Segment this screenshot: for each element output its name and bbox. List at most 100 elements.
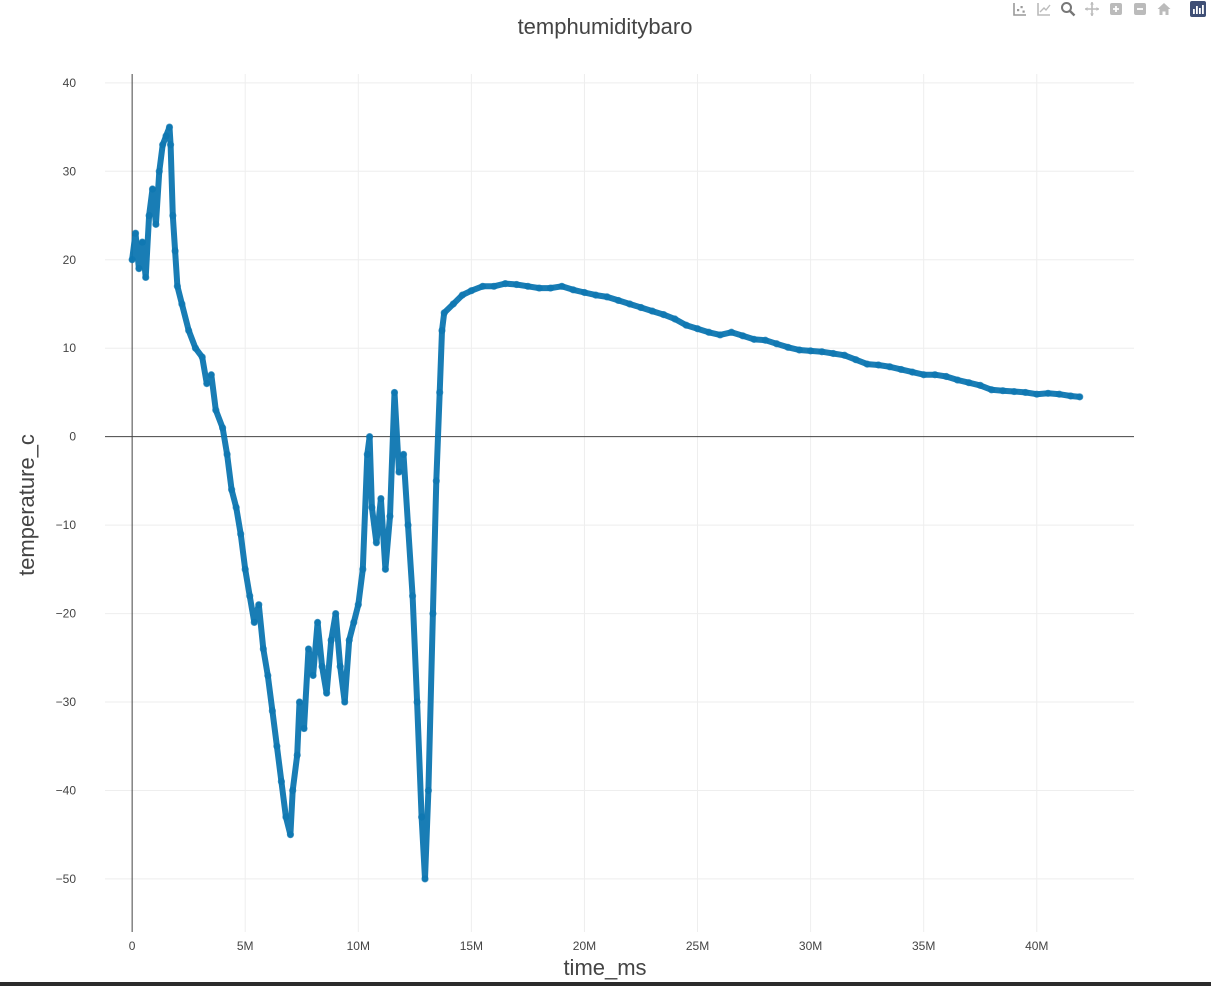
data-point[interactable] <box>404 521 412 529</box>
data-point[interactable] <box>429 609 437 618</box>
data-point[interactable] <box>219 424 227 432</box>
data-point[interactable] <box>372 539 380 547</box>
data-point[interactable] <box>773 340 781 348</box>
data-point[interactable] <box>1044 389 1052 397</box>
data-point[interactable] <box>931 371 939 379</box>
data-point[interactable] <box>327 636 335 644</box>
data-point[interactable] <box>874 361 883 369</box>
data-point[interactable] <box>750 335 758 343</box>
data-series[interactable] <box>128 123 1084 883</box>
data-point[interactable] <box>350 618 358 627</box>
data-point[interactable] <box>277 778 285 786</box>
data-point[interactable] <box>191 344 200 352</box>
data-point[interactable] <box>479 282 487 290</box>
data-point[interactable] <box>282 813 290 821</box>
data-point[interactable] <box>363 450 371 458</box>
data-point[interactable] <box>648 307 656 315</box>
data-point[interactable] <box>705 328 713 336</box>
data-point[interactable] <box>807 347 815 355</box>
data-point[interactable] <box>131 229 140 237</box>
data-point[interactable] <box>295 698 304 706</box>
data-point[interactable] <box>259 645 267 653</box>
data-point[interactable] <box>513 280 521 289</box>
data-point[interactable] <box>999 387 1007 395</box>
pan-icon[interactable] <box>1083 0 1101 18</box>
data-point[interactable] <box>626 300 634 308</box>
data-point[interactable] <box>293 751 301 759</box>
data-point[interactable] <box>795 346 803 354</box>
data-point[interactable] <box>162 132 170 140</box>
data-point[interactable] <box>569 286 577 294</box>
data-point[interactable] <box>976 381 984 389</box>
data-point[interactable] <box>501 280 509 288</box>
data-point[interactable] <box>148 185 157 193</box>
data-point[interactable] <box>449 300 457 308</box>
data-point[interactable] <box>886 363 894 371</box>
data-point[interactable] <box>323 689 331 697</box>
data-point[interactable] <box>368 503 376 512</box>
data-point[interactable] <box>840 351 849 359</box>
data-point[interactable] <box>987 386 996 394</box>
data-point[interactable] <box>377 494 385 503</box>
zoom-out-icon[interactable] <box>1131 0 1149 18</box>
data-point[interactable] <box>458 291 466 299</box>
data-point[interactable] <box>614 296 622 305</box>
data-point[interactable] <box>535 284 543 292</box>
data-point[interactable] <box>246 592 254 600</box>
data-point[interactable] <box>207 371 215 379</box>
data-point[interactable] <box>203 379 211 388</box>
data-point[interactable] <box>920 371 928 379</box>
data-point[interactable] <box>336 663 344 671</box>
data-point[interactable] <box>142 273 150 282</box>
data-point[interactable] <box>223 450 231 458</box>
data-point[interactable] <box>421 875 429 883</box>
data-point[interactable] <box>173 282 181 290</box>
data-point[interactable] <box>313 618 322 627</box>
data-point[interactable] <box>1021 388 1030 397</box>
data-point[interactable] <box>185 326 193 335</box>
data-point[interactable] <box>580 288 589 297</box>
data-point[interactable] <box>152 220 160 228</box>
data-point[interactable] <box>413 698 421 706</box>
data-point[interactable] <box>250 618 258 627</box>
data-point[interactable] <box>739 332 747 340</box>
zoom-in-icon[interactable] <box>1107 0 1125 18</box>
show-closest-icon[interactable] <box>1035 0 1053 18</box>
data-point[interactable] <box>716 331 724 339</box>
data-point[interactable] <box>436 388 444 397</box>
home-icon[interactable] <box>1155 0 1173 18</box>
data-point[interactable] <box>863 360 871 368</box>
data-point[interactable] <box>761 336 769 344</box>
data-point[interactable] <box>237 530 245 538</box>
zoom-icon[interactable] <box>1059 0 1077 18</box>
data-point[interactable] <box>159 141 167 149</box>
data-point[interactable] <box>1055 390 1063 398</box>
data-point[interactable] <box>1033 390 1041 398</box>
data-point[interactable] <box>155 167 163 175</box>
data-point[interactable] <box>359 565 367 573</box>
data-point[interactable] <box>727 328 736 336</box>
data-point[interactable] <box>897 365 905 374</box>
data-point[interactable] <box>524 282 532 290</box>
data-point[interactable] <box>1076 393 1084 401</box>
data-point[interactable] <box>332 609 340 618</box>
data-point[interactable] <box>286 831 295 839</box>
data-point[interactable] <box>1010 387 1018 396</box>
data-point[interactable] <box>784 343 792 351</box>
data-point[interactable] <box>138 238 146 246</box>
data-point[interactable] <box>546 284 555 292</box>
data-point[interactable] <box>408 592 417 600</box>
data-point[interactable] <box>467 287 475 295</box>
data-point[interactable] <box>171 247 179 255</box>
data-point[interactable] <box>318 663 326 671</box>
data-point[interactable] <box>165 123 174 131</box>
data-point[interactable] <box>490 282 498 290</box>
data-point[interactable] <box>671 315 679 323</box>
data-point[interactable] <box>128 256 136 264</box>
data-point[interactable] <box>241 565 249 573</box>
data-point[interactable] <box>1067 392 1075 400</box>
data-point[interactable] <box>212 406 220 414</box>
data-point[interactable] <box>255 601 263 609</box>
data-point[interactable] <box>178 300 186 308</box>
